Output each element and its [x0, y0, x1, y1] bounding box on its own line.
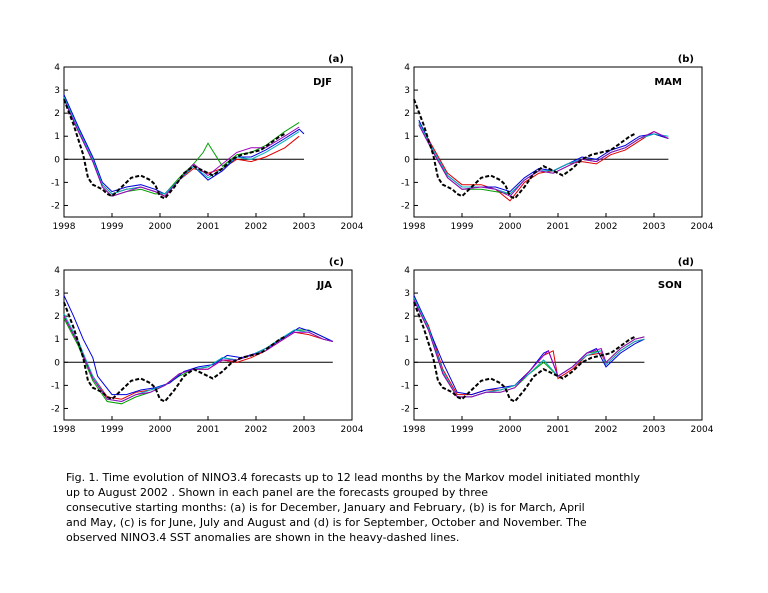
chart-panel-a: -2 -1 0 1 2 3 4 1998 1999 2000 2001 2002 2003 2004 (a)…	[51, 54, 364, 232]
forecast-line-4	[418, 122, 669, 195]
y-tick-label: 1	[404, 335, 410, 345]
x-tick-label: 2001	[547, 222, 570, 232]
y-tick-label: 4	[404, 266, 410, 276]
season-label: SON	[658, 280, 682, 291]
x-tick-label: 2003	[643, 222, 666, 232]
x-tick-label: 2001	[547, 425, 570, 435]
caption-line-2: up to August 2002 . Shown in each panel …	[66, 486, 489, 499]
forecast-line-1	[413, 297, 645, 396]
x-tick-label: 2002	[595, 425, 618, 435]
y-tick-label: 1	[54, 335, 60, 345]
season-label: JJA	[316, 280, 332, 291]
caption-line-1: Fig. 1. Time evolution of NINO3.4 foreca…	[66, 471, 640, 484]
x-tick-label: 2003	[293, 425, 316, 435]
y-tick-label: 4	[404, 63, 410, 73]
x-tick-label: 2003	[293, 222, 316, 232]
y-tick-label: 0	[54, 155, 60, 165]
x-tick-label: 2004	[691, 222, 714, 232]
x-tick-label: 2002	[595, 222, 618, 232]
observed-line	[63, 301, 286, 403]
forecast-line-3	[413, 295, 645, 396]
y-tick-label: 1	[404, 132, 410, 142]
x-tick-label: 1998	[403, 222, 426, 232]
x-tick-label: 2002	[245, 222, 268, 232]
forecast-line-5	[418, 124, 669, 197]
x-tick-label: 2000	[149, 222, 172, 232]
forecast-line-3	[418, 119, 669, 193]
chart-panel-d: -2 -1 0 1 2 3 4 1998 1999 2000 2001 2002 2003 2004 (d)…	[401, 257, 714, 435]
y-tick-label: 4	[54, 63, 60, 73]
y-tick-label: -1	[401, 381, 410, 391]
y-tick-label: 3	[54, 289, 60, 299]
season-label: MAM	[654, 77, 682, 88]
forecast-line-5	[413, 299, 645, 398]
x-tick-label: 1998	[403, 425, 426, 435]
forecast-line-1	[63, 315, 333, 400]
x-tick-label: 2000	[499, 222, 522, 232]
season-label: DJF	[313, 77, 332, 88]
y-tick-label: -1	[401, 178, 410, 188]
y-tick-label: 0	[404, 358, 410, 368]
y-tick-label: -2	[401, 404, 410, 414]
forecast-line-5	[63, 315, 333, 403]
figure-caption: Fig. 1. Time evolution of NINO3.4 foreca…	[66, 470, 746, 545]
x-tick-label: 1999	[101, 425, 124, 435]
x-tick-label: 2004	[691, 425, 714, 435]
x-tick-label: 1999	[451, 222, 474, 232]
y-tick-label: 2	[404, 312, 410, 322]
y-tick-label: 3	[404, 289, 410, 299]
caption-line-3: consecutive starting months: (a) is for …	[66, 501, 585, 514]
forecast-line-4	[63, 313, 333, 403]
forecast-line-3	[63, 295, 334, 396]
x-tick-label: 2000	[149, 425, 172, 435]
y-tick-label: -2	[51, 404, 60, 414]
x-tick-label: 2001	[197, 425, 220, 435]
chart-panel-c: -2 -1 0 1 2 3 4 1998 1999 2000 2001 2002 2003 2004 (c)…	[51, 257, 364, 435]
observed-line	[413, 301, 636, 403]
observed-line	[63, 98, 286, 200]
panel-label: (d)	[678, 257, 694, 268]
x-tick-label: 1999	[451, 425, 474, 435]
y-tick-label: -2	[51, 201, 60, 211]
y-tick-label: -2	[401, 201, 410, 211]
x-tick-label: 2001	[197, 222, 220, 232]
y-tick-label: 3	[54, 86, 60, 96]
forecast-line-4	[413, 297, 645, 398]
forecast-line-1	[418, 122, 669, 202]
y-tick-label: 2	[54, 312, 60, 322]
forecast-line-5	[63, 99, 300, 197]
x-tick-label: 2004	[341, 425, 364, 435]
y-tick-label: 3	[404, 86, 410, 96]
x-tick-label: 2000	[499, 425, 522, 435]
y-tick-label: -1	[51, 178, 60, 188]
x-tick-label: 2002	[245, 425, 268, 435]
y-tick-label: 0	[54, 358, 60, 368]
y-tick-label: 2	[54, 109, 60, 119]
y-tick-label: 4	[54, 266, 60, 276]
x-tick-label: 2003	[643, 425, 666, 435]
y-tick-label: -1	[51, 381, 60, 391]
caption-line-4: and May, (c) is for June, July and Augus…	[66, 516, 587, 529]
panel-label: (b)	[678, 54, 694, 65]
caption-line-5: observed NINO3.4 SST anomalies are shown…	[66, 531, 460, 544]
x-tick-label: 2004	[341, 222, 364, 232]
y-tick-label: 1	[54, 132, 60, 142]
x-tick-label: 1999	[101, 222, 124, 232]
y-tick-label: 0	[404, 155, 410, 165]
y-tick-label: 2	[404, 109, 410, 119]
panel-label: (c)	[329, 257, 344, 268]
x-tick-label: 1998	[53, 222, 76, 232]
observed-line	[413, 98, 636, 200]
forecast-line-4	[63, 96, 300, 195]
chart-panel-b: -2 -1 0 1 2 3 4 1998 1999 2000 2001 2002 2003 2004 (b)…	[401, 54, 714, 232]
x-tick-label: 1998	[53, 425, 76, 435]
panel-label: (a)	[328, 54, 344, 65]
